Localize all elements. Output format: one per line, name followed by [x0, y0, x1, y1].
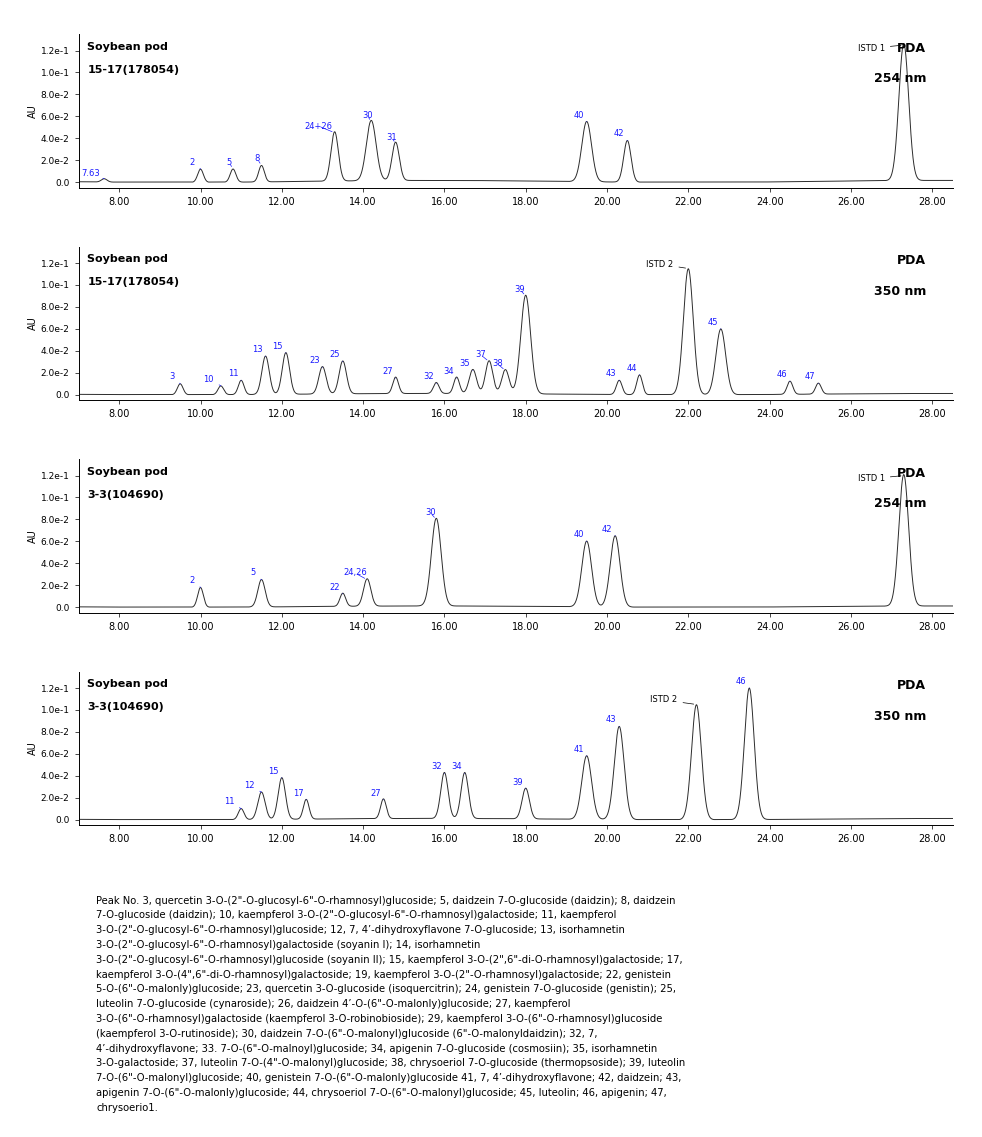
Text: 254 nm: 254 nm	[874, 498, 926, 511]
Text: 32: 32	[431, 762, 445, 773]
Text: 7.63: 7.63	[82, 168, 104, 179]
Text: 15-17(178054): 15-17(178054)	[87, 277, 180, 288]
Text: 34: 34	[443, 367, 457, 379]
Text: 3-3(104690): 3-3(104690)	[87, 703, 164, 712]
Text: 44: 44	[627, 364, 639, 375]
Text: 30: 30	[425, 508, 435, 517]
Text: 47: 47	[805, 373, 818, 383]
Text: 43: 43	[606, 715, 620, 727]
Text: 12: 12	[245, 781, 261, 792]
Text: PDA: PDA	[898, 679, 926, 692]
Text: ISTD 2: ISTD 2	[650, 696, 693, 705]
Text: 32: 32	[423, 373, 436, 383]
Text: 350 nm: 350 nm	[874, 709, 926, 723]
Text: 5: 5	[250, 568, 261, 580]
Text: Soybean pod: Soybean pod	[87, 679, 168, 689]
Text: 46: 46	[736, 677, 749, 688]
Text: 34: 34	[452, 762, 464, 773]
Y-axis label: AU: AU	[27, 316, 37, 330]
Text: 24,26: 24,26	[343, 568, 367, 579]
Text: 31: 31	[386, 133, 397, 141]
Text: 38: 38	[492, 359, 503, 368]
Text: 46: 46	[777, 371, 790, 381]
Text: 42: 42	[614, 130, 627, 140]
Text: 15-17(178054): 15-17(178054)	[87, 65, 180, 75]
Text: 40: 40	[573, 110, 586, 122]
Text: Peak No. 3, quercetin 3-O-(2"-O-glucosyl-6"-O-rhamnosyl)glucoside; 5, daidzein 7: Peak No. 3, quercetin 3-O-(2"-O-glucosyl…	[96, 896, 685, 1113]
Text: 13: 13	[252, 345, 265, 356]
Text: Soybean pod: Soybean pod	[87, 255, 168, 264]
Text: 27: 27	[370, 789, 383, 799]
Text: 5: 5	[226, 158, 232, 167]
Text: 27: 27	[382, 367, 396, 379]
Text: 15: 15	[272, 342, 286, 352]
Text: 17: 17	[293, 789, 306, 799]
Text: 11: 11	[228, 370, 242, 380]
Text: 30: 30	[361, 110, 372, 119]
Text: 23: 23	[309, 356, 322, 367]
Text: Soybean pod: Soybean pod	[87, 467, 168, 476]
Text: 41: 41	[573, 745, 586, 756]
Text: 10: 10	[203, 374, 221, 385]
Text: 3-3(104690): 3-3(104690)	[87, 490, 164, 500]
Text: PDA: PDA	[898, 467, 926, 480]
Y-axis label: AU: AU	[27, 741, 37, 755]
Text: 45: 45	[707, 317, 721, 329]
Text: 11: 11	[224, 797, 242, 808]
Text: 43: 43	[606, 370, 620, 380]
Y-axis label: AU: AU	[27, 103, 37, 118]
Text: Soybean pod: Soybean pod	[87, 42, 168, 52]
Text: 35: 35	[460, 359, 473, 371]
Text: 39: 39	[515, 284, 525, 293]
Text: 254 nm: 254 nm	[874, 73, 926, 85]
Y-axis label: AU: AU	[27, 529, 37, 542]
Text: 350 nm: 350 nm	[874, 285, 926, 298]
Text: ISTD 2: ISTD 2	[646, 259, 685, 268]
Text: 3: 3	[169, 373, 180, 383]
Text: 15: 15	[268, 766, 282, 778]
Text: ISTD 1: ISTD 1	[857, 474, 901, 483]
Text: 42: 42	[602, 524, 615, 536]
Text: 25: 25	[329, 350, 343, 362]
Text: 8: 8	[254, 155, 260, 164]
Text: 2: 2	[190, 158, 200, 169]
Text: PDA: PDA	[898, 42, 926, 55]
Text: PDA: PDA	[898, 255, 926, 267]
Text: 24+26: 24+26	[304, 122, 332, 132]
Text: 2: 2	[190, 576, 200, 588]
Text: 37: 37	[475, 350, 487, 360]
Text: 39: 39	[513, 778, 525, 789]
Text: 22: 22	[329, 583, 343, 594]
Text: ISTD 1: ISTD 1	[857, 43, 901, 52]
Text: 40: 40	[573, 530, 586, 541]
